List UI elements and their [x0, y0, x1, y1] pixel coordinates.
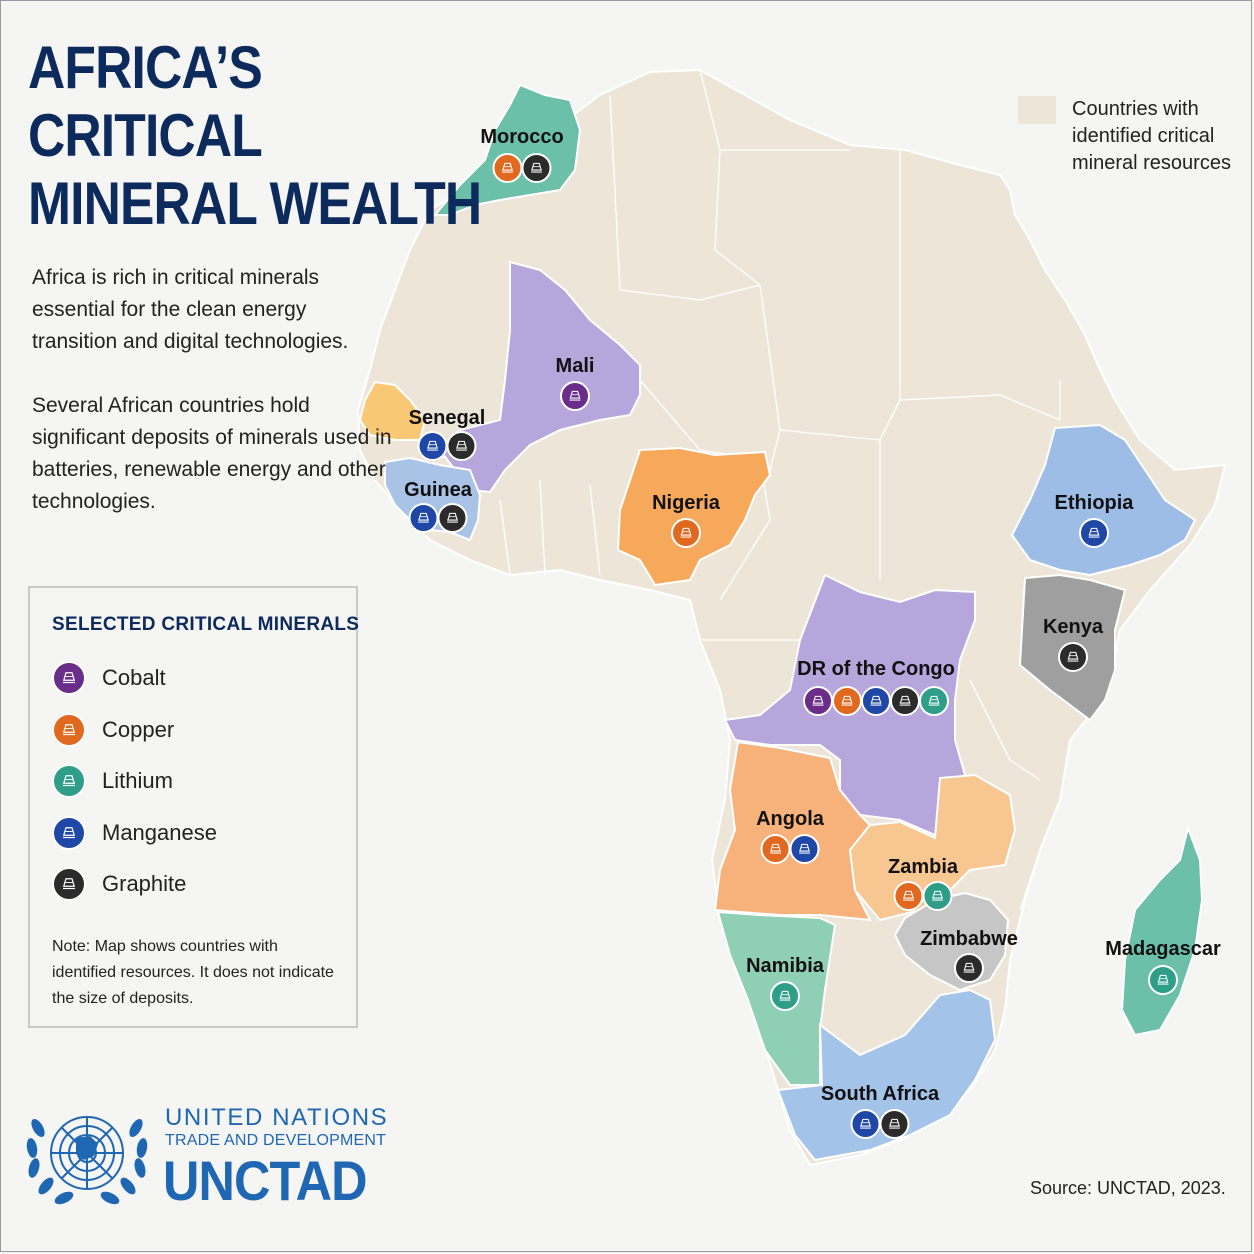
- country-angola-shape: [713, 740, 872, 922]
- country-senegal-shape: [358, 380, 427, 441]
- label-morocco: Morocco: [480, 126, 563, 148]
- legend-label-manganese: Manganese: [102, 820, 217, 845]
- graphite-icon: [954, 953, 984, 983]
- legend-item-lithium: Lithium: [52, 763, 173, 799]
- country-morocco-shape: [432, 83, 582, 216]
- title-line-1: AFRICA’S: [28, 34, 263, 101]
- label-mali: Mali: [556, 355, 595, 377]
- label-zambia: Zambia: [888, 856, 959, 878]
- cobalt-icon: [803, 686, 833, 716]
- mineral-badges: [408, 153, 1178, 1139]
- legend-label-graphite: Graphite: [102, 871, 187, 896]
- copper-icon: [760, 834, 791, 864]
- label-angola: Angola: [756, 808, 825, 830]
- map-legend-text: Countries with identified critical miner…: [1072, 98, 1231, 174]
- manganese-icon: [52, 816, 86, 850]
- legend-item-graphite: Graphite: [52, 866, 186, 902]
- graphite-icon: [879, 1109, 910, 1139]
- copper-icon: [671, 518, 701, 548]
- country-madagascar-shape: [1120, 824, 1204, 1037]
- minerals-legend-title: SELECTED CRITICAL MINERALS: [52, 614, 360, 635]
- country-south-africa-shape: [776, 988, 997, 1162]
- legend-label-lithium: Lithium: [102, 768, 173, 793]
- legend-label-copper: Copper: [102, 717, 175, 742]
- country-mali-shape: [438, 260, 641, 494]
- label-zimbabwe: Zimbabwe: [920, 928, 1018, 950]
- label-nigeria: Nigeria: [652, 492, 721, 514]
- graphite-icon: [52, 867, 86, 901]
- brand-line-3: UNCTAD: [163, 1149, 368, 1212]
- lithium-icon: [919, 686, 949, 716]
- source-note: Source: UNCTAD, 2023.: [1030, 1178, 1226, 1198]
- brand-line-1: UNITED NATIONS: [165, 1104, 389, 1131]
- legend-note: Note: Map shows countries with identifie…: [52, 938, 334, 1007]
- manganese-icon: [861, 686, 891, 716]
- manganese-icon: [789, 834, 820, 864]
- copper-icon: [52, 713, 86, 747]
- cobalt-icon: [560, 381, 590, 411]
- brand-line-2: TRADE AND DEVELOPMENT: [165, 1132, 387, 1149]
- minerals-legend: SELECTED CRITICAL MINERALS Cobalt Copper…: [28, 586, 360, 1028]
- graphite-icon: [446, 431, 477, 461]
- map-legend: Countries with identified critical miner…: [1018, 96, 1242, 177]
- legend-item-copper: Copper: [52, 712, 174, 748]
- label-ethiopia: Ethiopia: [1055, 492, 1135, 514]
- lithium-icon: [770, 981, 800, 1011]
- country-ethiopia-shape: [1010, 423, 1197, 577]
- intro-paragraph-1: Africa is rich in critical minerals esse…: [32, 266, 349, 353]
- manganese-icon: [1079, 518, 1109, 548]
- map-legend-swatch: [1018, 96, 1056, 124]
- copper-icon: [492, 153, 523, 183]
- label-south-africa: South Africa: [821, 1083, 940, 1105]
- label-senegal: Senegal: [409, 407, 486, 429]
- graphite-icon: [437, 503, 468, 533]
- country-labels: Morocco Mali Senegal Guinea Nigeria Ethi…: [404, 126, 1221, 1105]
- title-line-2: CRITICAL: [28, 102, 263, 169]
- intro-paragraph-2: Several African countries hold significa…: [32, 394, 392, 513]
- graphite-icon: [521, 153, 552, 183]
- label-drc: DR of the Congo: [797, 658, 955, 680]
- cobalt-icon: [52, 661, 86, 695]
- title-line-3: MINERAL WEALTH: [28, 170, 482, 237]
- graphite-icon: [1058, 642, 1088, 672]
- country-nigeria-shape: [616, 446, 772, 587]
- label-guinea: Guinea: [404, 479, 473, 501]
- label-madagascar: Madagascar: [1105, 938, 1221, 960]
- legend-item-cobalt: Cobalt: [52, 660, 166, 696]
- un-emblem-icon: [26, 1116, 148, 1205]
- intro-text: Africa is rich in critical minerals esse…: [32, 262, 392, 550]
- page-title: AFRICA’S CRITICAL MINERAL WEALTH: [28, 34, 482, 238]
- legend-item-manganese: Manganese: [52, 815, 217, 851]
- label-namibia: Namibia: [746, 955, 825, 977]
- lithium-icon: [1148, 965, 1178, 995]
- label-kenya: Kenya: [1043, 616, 1104, 638]
- lithium-icon: [52, 764, 86, 798]
- lithium-icon: [922, 881, 953, 911]
- legend-label-cobalt: Cobalt: [102, 665, 166, 690]
